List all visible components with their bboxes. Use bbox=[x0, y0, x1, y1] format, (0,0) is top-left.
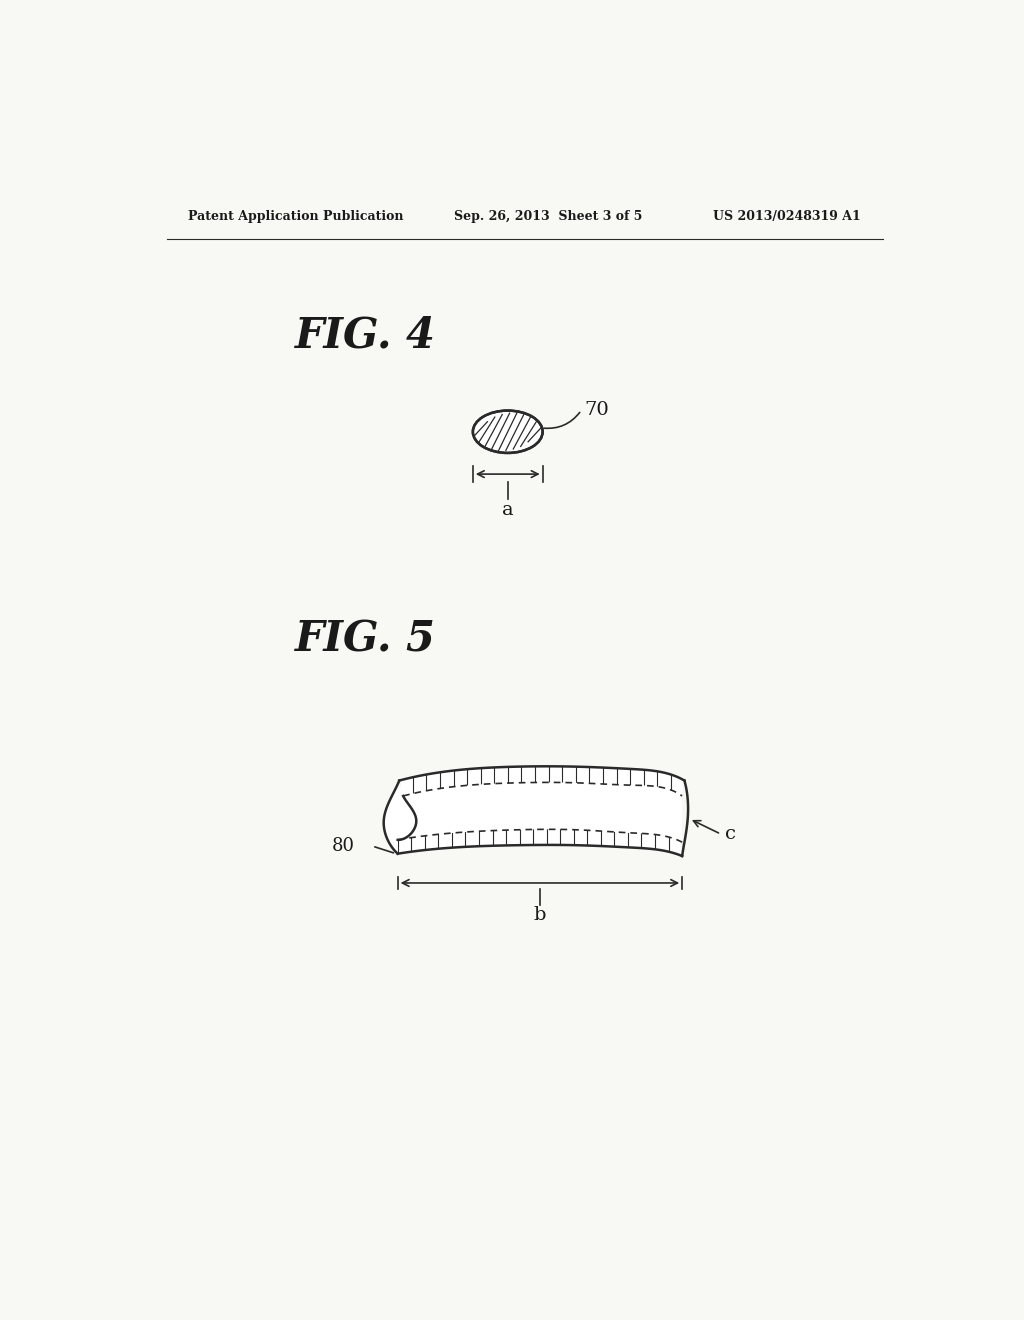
Text: FIG. 5: FIG. 5 bbox=[295, 619, 435, 660]
Text: b: b bbox=[534, 907, 546, 924]
Polygon shape bbox=[399, 767, 684, 796]
Polygon shape bbox=[397, 829, 682, 855]
Polygon shape bbox=[397, 783, 682, 842]
Text: c: c bbox=[725, 825, 736, 843]
Ellipse shape bbox=[473, 411, 543, 453]
Text: 70: 70 bbox=[585, 401, 609, 420]
Polygon shape bbox=[384, 780, 417, 854]
Text: Sep. 26, 2013  Sheet 3 of 5: Sep. 26, 2013 Sheet 3 of 5 bbox=[454, 210, 642, 223]
Text: US 2013/0248319 A1: US 2013/0248319 A1 bbox=[713, 210, 861, 223]
Text: a: a bbox=[502, 500, 514, 519]
Text: Patent Application Publication: Patent Application Publication bbox=[188, 210, 403, 223]
Text: 80: 80 bbox=[332, 837, 355, 855]
Text: FIG. 4: FIG. 4 bbox=[295, 314, 435, 356]
